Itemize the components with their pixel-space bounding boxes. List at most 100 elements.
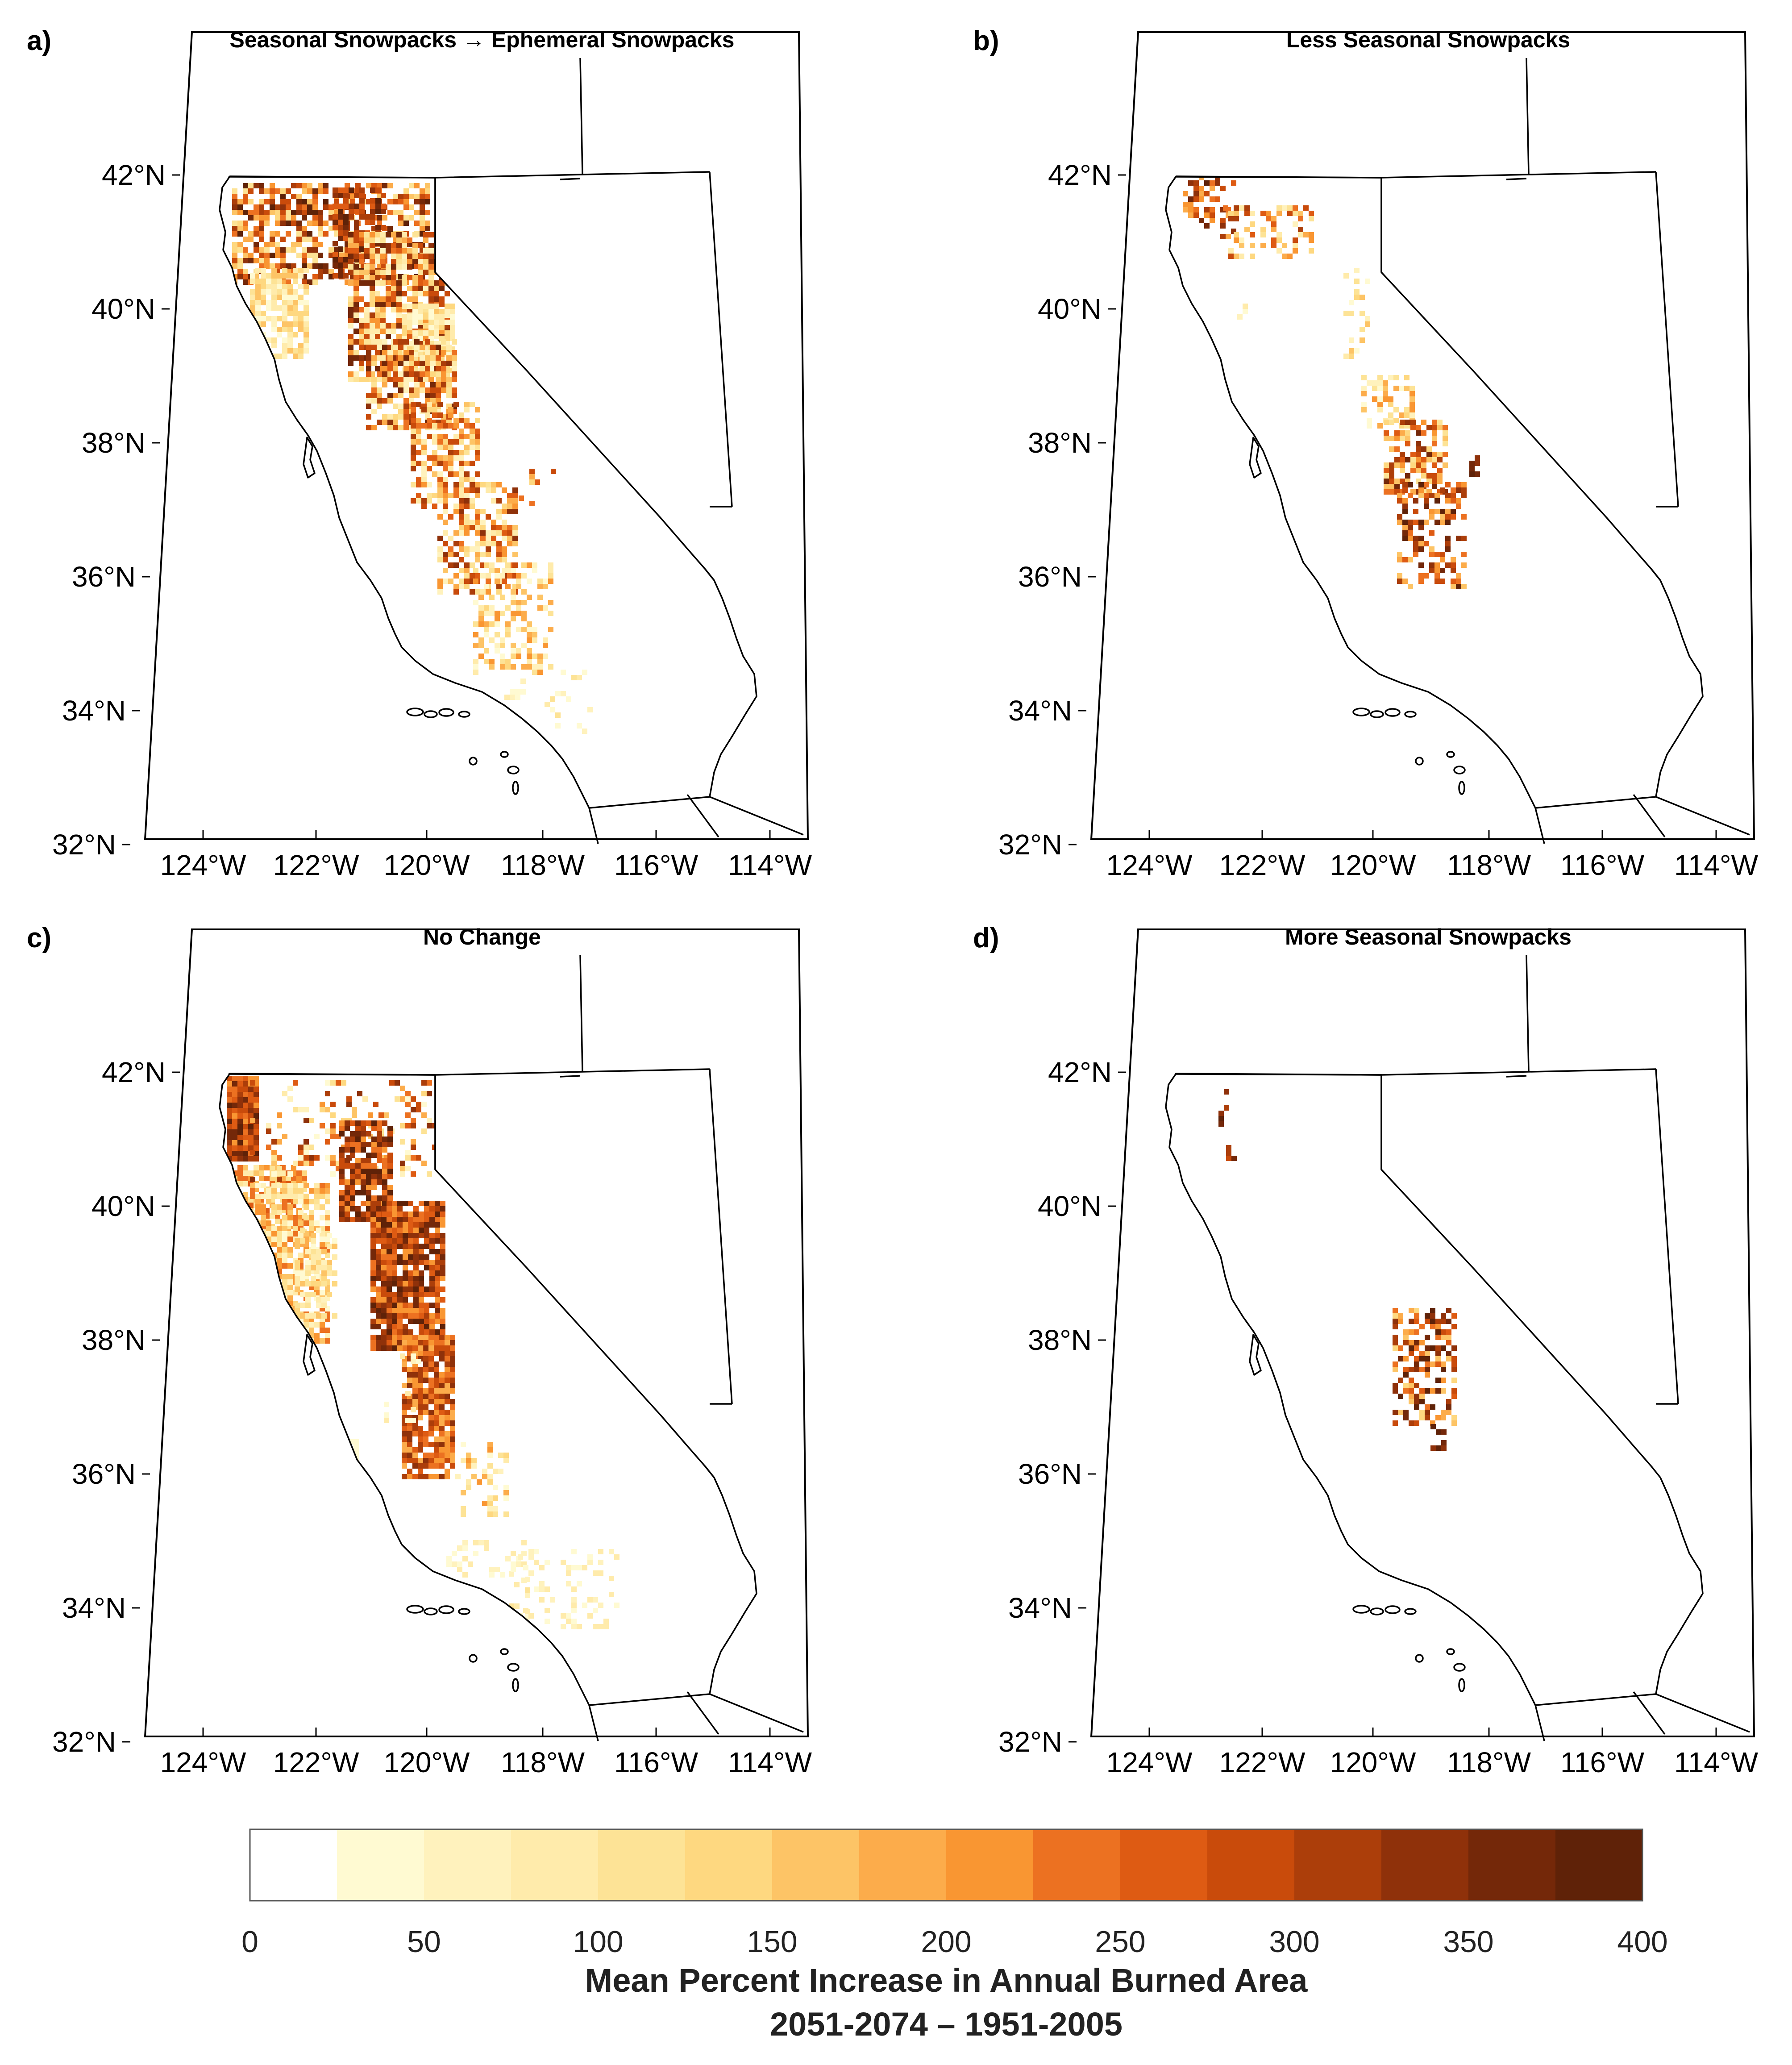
grid-cell: [425, 221, 430, 226]
grid-cell: [427, 418, 432, 423]
grid-cell: [436, 382, 441, 387]
grid-cell: [439, 1351, 445, 1356]
grid-cell: [346, 1096, 352, 1102]
grid-cell: [418, 280, 423, 286]
grid-cell: [1445, 493, 1451, 498]
grid-cell: [453, 530, 459, 536]
island: [1446, 751, 1455, 758]
grid-cell: [1224, 1089, 1229, 1095]
grid-cell: [455, 1474, 461, 1479]
grid-cell: [411, 1118, 416, 1123]
grid-cell: [361, 1126, 366, 1131]
grid-cell: [1398, 1378, 1403, 1383]
grid-cell: [443, 461, 448, 466]
grid-cell: [398, 377, 403, 382]
grid-cell: [407, 264, 412, 270]
grid-cell: [512, 498, 518, 504]
grid-cell: [387, 1142, 393, 1147]
grid-cell: [398, 345, 403, 350]
grid-cell: [387, 1137, 393, 1142]
grid-cell: [427, 466, 432, 471]
grid-cell: [1446, 1335, 1451, 1340]
grid-cell: [453, 402, 459, 407]
grid-cell: [1425, 1356, 1430, 1361]
grid-cell: [259, 247, 264, 253]
grid-cell: [403, 1217, 408, 1222]
grid-cell: [1441, 1378, 1446, 1383]
grid-cell: [1384, 473, 1389, 479]
grid-cell: [287, 337, 293, 343]
grid-cell: [1408, 520, 1413, 525]
grid-cell: [1404, 407, 1409, 412]
grid-cell: [387, 414, 393, 420]
grid-cell: [466, 1485, 471, 1490]
grid-cell: [1435, 1415, 1441, 1420]
grid-cell: [320, 1237, 325, 1242]
grid-cell: [464, 477, 470, 482]
grid-cell: [495, 648, 500, 654]
colorbar-frame: [249, 1828, 1643, 1902]
grid-cell: [1425, 1372, 1430, 1378]
colorbar-cell: [424, 1829, 511, 1901]
grid-cell: [370, 254, 375, 259]
grid-cell: [403, 215, 409, 221]
grid-cell: [293, 316, 298, 321]
grid-cell: [1425, 1319, 1430, 1324]
grid-cell: [407, 325, 412, 330]
grid-cell: [255, 295, 261, 300]
grid-cell: [316, 1260, 321, 1265]
grid-cell: [282, 316, 287, 321]
grid-cell: [1418, 546, 1424, 552]
grid-cell: [359, 361, 364, 366]
grid-cell: [1446, 1319, 1451, 1324]
grid-cell: [364, 248, 370, 254]
grid-cell: [582, 670, 587, 675]
grid-cell: [264, 258, 270, 263]
grid-cell: [304, 1199, 309, 1204]
grid-cell: [353, 1439, 359, 1445]
grid-cell: [270, 231, 275, 237]
grid-cell: [277, 1306, 282, 1311]
grid-cell: [1409, 1383, 1414, 1388]
grid-cell: [254, 183, 259, 188]
grid-cell: [1441, 1410, 1446, 1415]
grid-cell: [418, 330, 423, 336]
grid-cell: [375, 187, 381, 193]
grid-cell: [387, 183, 393, 188]
grid-cell: [1451, 493, 1456, 498]
grid-cell: [380, 243, 386, 248]
grid-cell: [248, 1124, 254, 1129]
grid-cell: [421, 471, 427, 477]
grid-cell: [361, 1185, 366, 1190]
grid-cell: [392, 1340, 397, 1345]
grid-cell: [304, 1155, 309, 1161]
grid-cell: [514, 1614, 520, 1620]
grid-cell: [307, 210, 312, 215]
grid-cell: [387, 420, 393, 425]
grid-cell: [343, 1439, 348, 1445]
grid-cell: [486, 482, 491, 487]
grid-cell: [440, 1206, 445, 1212]
grid-cell: [1384, 462, 1389, 468]
grid-cell: [353, 280, 359, 286]
longitude-label: 114°W: [728, 1746, 812, 1778]
grid-cell: [287, 1086, 293, 1091]
grid-cell: [277, 295, 282, 300]
grid-cell: [1199, 191, 1204, 196]
grid-cell: [537, 664, 543, 670]
grid-cell: [402, 1335, 407, 1340]
longitude-label: 116°W: [614, 849, 699, 881]
grid-cell: [339, 1217, 345, 1222]
grid-cell: [1409, 386, 1415, 391]
grid-cell: [243, 188, 248, 194]
grid-cell: [598, 1570, 603, 1576]
grid-cell: [420, 210, 425, 215]
grid-cell: [353, 377, 359, 382]
grid-cell: [486, 589, 491, 595]
grid-cell: [227, 1113, 232, 1119]
grid-cell: [309, 1161, 314, 1166]
grid-cell: [412, 330, 418, 336]
grid-cell: [316, 1313, 321, 1319]
grid-cell: [439, 1463, 445, 1469]
longitude-label: 122°W: [273, 849, 359, 881]
